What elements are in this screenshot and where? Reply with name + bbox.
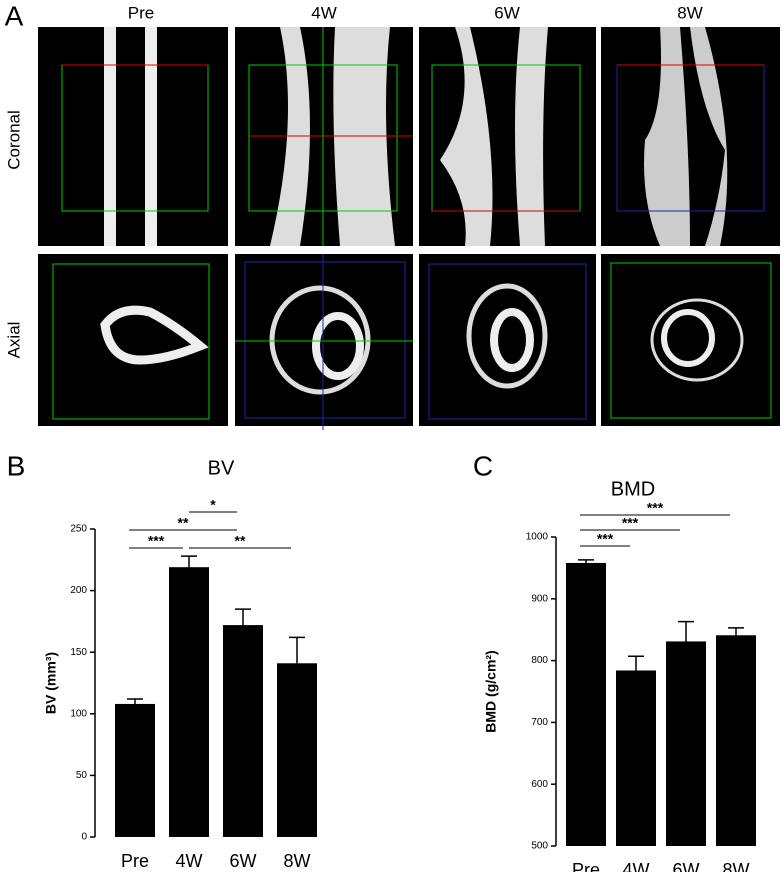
bar (566, 562, 606, 846)
ct-image (419, 27, 596, 246)
x-tick-label: 4W (176, 851, 203, 871)
bar (115, 703, 155, 837)
y-tick-label: 500 (531, 841, 548, 852)
error-bar (678, 620, 694, 642)
x-tick-label: 8W (284, 851, 311, 871)
bone (490, 308, 534, 372)
panel-label: B (7, 450, 26, 481)
chart-title: BV (208, 457, 235, 479)
significance-label: * (210, 497, 216, 513)
bar (169, 567, 209, 837)
bone (440, 27, 548, 246)
y-tick-label: 100 (70, 708, 87, 719)
error-bar (289, 636, 305, 664)
column-label: 6W (494, 3, 520, 22)
significance-label: ** (235, 533, 246, 549)
significance-label: ** (178, 515, 189, 531)
bone (270, 27, 395, 246)
bone (644, 27, 728, 246)
ct-image (38, 27, 228, 246)
ct-image (601, 27, 780, 246)
y-tick-label: 150 (70, 647, 87, 658)
x-tick-label: 8W (723, 860, 750, 872)
bone (104, 27, 116, 246)
error-bar (728, 627, 744, 636)
panel-label: C (473, 450, 493, 481)
y-tick-label: 800 (531, 655, 548, 666)
significance-label: *** (597, 531, 614, 547)
bone (100, 305, 209, 365)
column-label: 8W (677, 3, 703, 22)
bar (277, 663, 317, 837)
x-tick-label: Pre (572, 860, 600, 872)
bone (650, 298, 744, 382)
y-tick-label: 900 (531, 593, 548, 604)
y-tick-label: 0 (81, 832, 87, 843)
error-bar (628, 655, 644, 671)
x-tick-label: Pre (121, 851, 149, 871)
y-tick-label: 600 (531, 779, 548, 790)
bone (312, 312, 364, 380)
x-tick-label: 6W (230, 851, 257, 871)
bone (145, 27, 157, 246)
x-tick-label: 6W (673, 860, 700, 872)
row-label: Coronal (4, 110, 23, 170)
frame (610, 262, 772, 419)
bone (661, 309, 715, 367)
significance-label: *** (148, 533, 165, 549)
image-panels (38, 27, 780, 430)
ct-image (235, 254, 413, 426)
frame (244, 261, 406, 419)
y-axis-label: BV (mm³) (43, 652, 59, 714)
frame (52, 263, 210, 420)
ct-image (419, 254, 596, 426)
bar (616, 670, 656, 846)
ct-image (601, 254, 780, 426)
column-label: Pre (128, 3, 154, 22)
error-bar (578, 559, 594, 563)
frame (428, 263, 587, 420)
y-tick-label: 250 (70, 524, 87, 535)
chart-title: BMD (611, 478, 655, 500)
significance-label: *** (647, 500, 664, 516)
y-tick-label: 700 (531, 717, 548, 728)
y-tick-label: 1000 (526, 532, 549, 543)
panel-label: A (5, 0, 24, 31)
error-bar (127, 698, 143, 704)
bone (466, 283, 548, 389)
error-bar (235, 608, 251, 626)
bar (223, 625, 263, 837)
bar (666, 641, 706, 846)
bar (716, 635, 756, 846)
column-label: 4W (311, 3, 337, 22)
y-tick-label: 50 (76, 770, 88, 781)
x-tick-label: 4W (623, 860, 650, 872)
bone (269, 285, 371, 395)
y-tick-label: 200 (70, 585, 87, 596)
row-label: Axial (4, 322, 23, 359)
y-axis-label: BMD (g/cm²) (483, 650, 499, 732)
significance-label: *** (622, 515, 639, 531)
error-bar (181, 555, 197, 568)
